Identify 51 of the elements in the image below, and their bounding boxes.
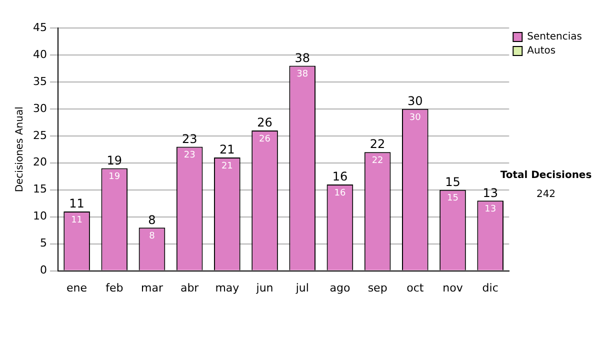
- data-label: 30: [409, 112, 422, 123]
- data-label: 11: [71, 215, 83, 226]
- text: 242: [536, 189, 556, 200]
- data-label: 16: [334, 188, 346, 198]
- total-label: 11: [69, 196, 84, 211]
- data-label: 8: [149, 231, 156, 242]
- total-label: 8: [148, 212, 156, 227]
- total-label: 19: [106, 153, 122, 168]
- y-tick-label: 35: [32, 74, 47, 88]
- y-tick-label: 40: [32, 48, 47, 61]
- total-label: 30: [408, 94, 423, 108]
- data-label: 22: [372, 156, 384, 166]
- y-tick-label: 0: [40, 264, 47, 277]
- total-label: 22: [370, 137, 386, 152]
- data-label: 26: [259, 134, 271, 144]
- data-label: 19: [108, 172, 120, 182]
- total-label: 38: [294, 50, 310, 65]
- x-tick-label: feb: [106, 281, 124, 294]
- x-tick-label: sep: [368, 281, 388, 294]
- total-label: 16: [332, 170, 348, 184]
- x-tick-label: jun: [255, 281, 274, 294]
- y-tick-label: 30: [32, 102, 47, 115]
- data-label: 13: [484, 204, 496, 214]
- x-tick-label: dic: [482, 281, 498, 294]
- x-tick-label: ago: [330, 281, 350, 294]
- x-tick-label: may: [215, 281, 240, 294]
- data-label: 38: [296, 70, 308, 80]
- y-axis-title: Decisiones Anual: [14, 106, 26, 192]
- total-label: 23: [182, 132, 198, 146]
- legend-label: Autos: [527, 46, 556, 57]
- y-tick-label: 10: [32, 210, 47, 223]
- data-label: 23: [184, 150, 196, 161]
- total-label: 15: [445, 174, 460, 189]
- data-label: 21: [221, 161, 233, 172]
- x-tick-label: nov: [442, 281, 464, 294]
- y-tick-label: 45: [32, 20, 47, 34]
- x-tick-label: abr: [180, 281, 200, 294]
- y-tick-label: 20: [32, 156, 47, 169]
- x-tick-label: ene: [66, 281, 88, 294]
- annotation: Total Decisiones: [499, 170, 593, 181]
- x-tick-label: mar: [140, 281, 164, 294]
- total-label: 26: [257, 116, 272, 130]
- data-label: 15: [447, 194, 458, 204]
- y-tick-label: 5: [40, 236, 47, 250]
- legend-label: Sentencias: [527, 32, 582, 43]
- total-label: 21: [220, 142, 235, 157]
- y-tick-label: 25: [32, 128, 47, 142]
- x-tick-label: oct: [406, 281, 424, 294]
- y-tick-label: 15: [32, 182, 47, 196]
- x-tick-label: jul: [294, 281, 309, 294]
- total-label: 13: [482, 186, 498, 200]
